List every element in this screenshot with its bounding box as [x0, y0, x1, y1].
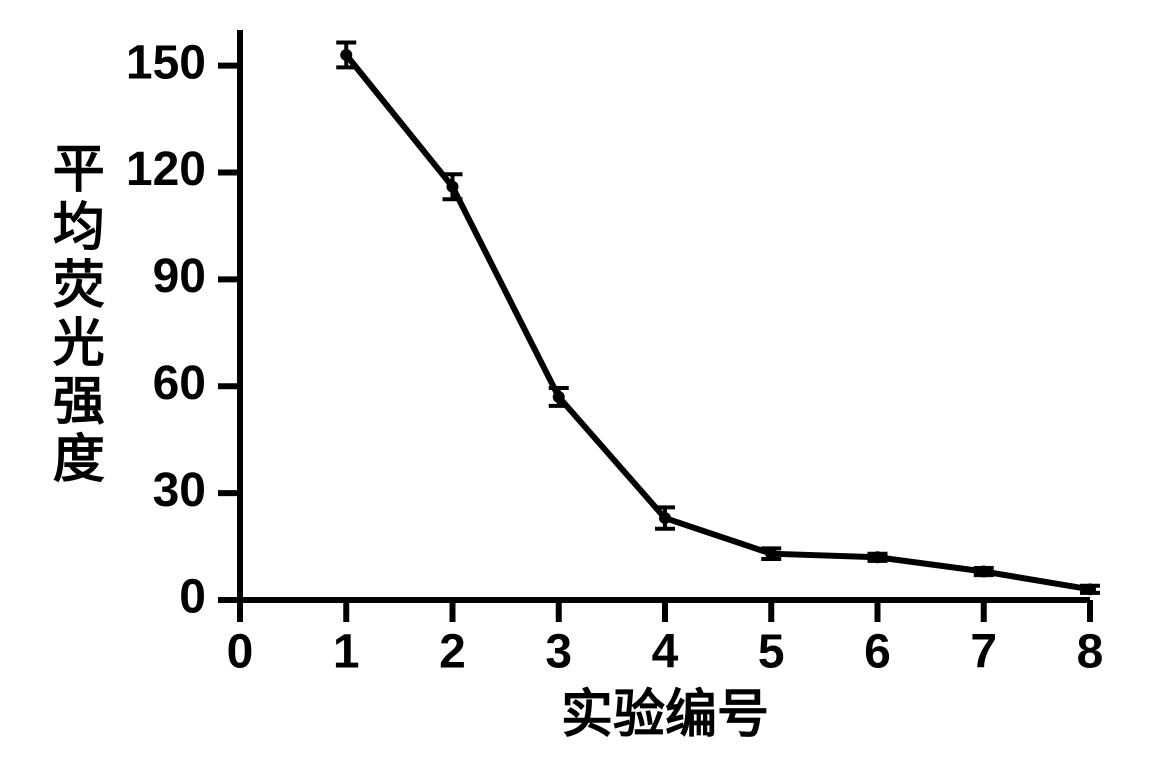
- y-axis-title: 平均荧光强度: [44, 141, 104, 489]
- data-point: [978, 566, 990, 578]
- x-tick-label: 5: [758, 626, 785, 679]
- x-tick-label: 0: [227, 626, 254, 679]
- data-point: [553, 391, 565, 403]
- data-point: [872, 551, 884, 563]
- chart-container: 0 30 60 90 120 150 0 1 2 3 4 5 6 7 8 平均荧光强度 实验编号: [0, 0, 1171, 763]
- y-tick-label: 0: [179, 571, 206, 624]
- y-tick-label: 90: [153, 250, 206, 303]
- y-tick-label: 150: [126, 36, 206, 89]
- x-tick-label: 2: [439, 626, 466, 679]
- data-point: [340, 49, 352, 61]
- x-tick-label: 8: [1077, 626, 1104, 679]
- data-point: [765, 548, 777, 560]
- x-tick-label: 4: [652, 626, 679, 679]
- line-chart: 0 30 60 90 120 150 0 1 2 3 4 5 6 7 8 平均荧光强度 实验编号: [0, 0, 1171, 763]
- x-tick-label: 7: [970, 626, 997, 679]
- data-point: [659, 512, 671, 524]
- x-tick-label: 1: [333, 626, 360, 679]
- x-tick-label: 6: [864, 626, 891, 679]
- y-tick-label: 120: [126, 143, 206, 196]
- data-point: [1084, 583, 1096, 595]
- y-tick-label: 30: [153, 464, 206, 517]
- y-tick-label: 60: [153, 357, 206, 410]
- x-axis-title: 实验编号: [561, 686, 769, 744]
- data-point: [447, 181, 459, 193]
- x-tick-label: 3: [545, 626, 572, 679]
